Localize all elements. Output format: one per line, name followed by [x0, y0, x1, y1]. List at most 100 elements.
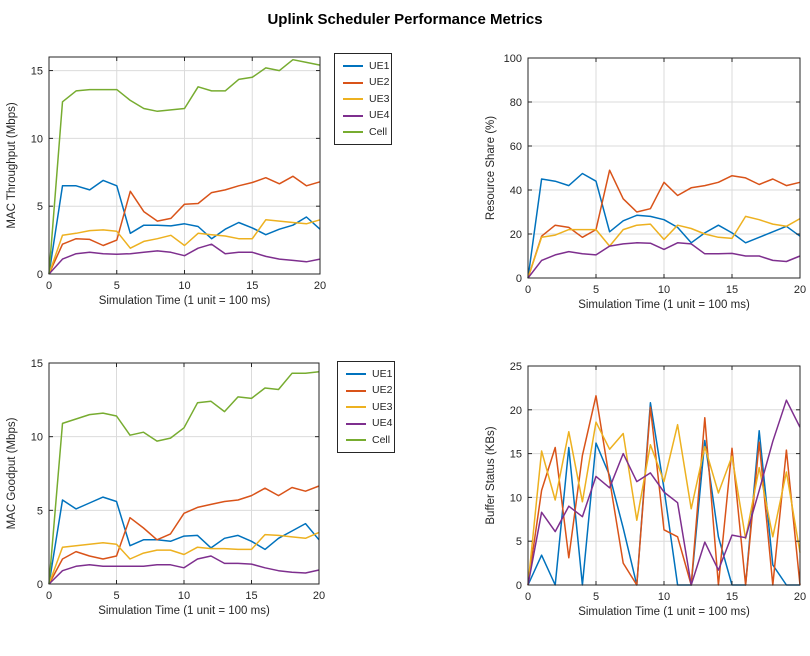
- plot-mac-throughput: 0 5 10 15 20 0 5 10 15 Simulation Time (1 unit = …: [6, 56, 326, 307]
- y-tick-label: 20: [510, 229, 522, 241]
- legend-entry-ue4: UE4: [346, 416, 392, 431]
- legend-line-swatch-ue3: [343, 98, 363, 100]
- y-axis-label: Buffer Status (KBs): [485, 426, 497, 524]
- series-line-ue4: [527, 399, 801, 586]
- y-tick-label: 60: [510, 141, 522, 153]
- legend-line-swatch-ue2: [346, 389, 366, 392]
- x-tick-label: 10: [658, 591, 670, 603]
- legend-goodput: UE1 UE2 UE3 UE4 Cell: [337, 361, 395, 453]
- legend-entry-ue2: UE2: [346, 383, 392, 398]
- x-tick-label: 10: [178, 590, 190, 602]
- series-line-ue3: [527, 421, 801, 586]
- y-tick-label: 10: [510, 492, 522, 504]
- series-line-ue4: [48, 243, 321, 275]
- series-line-ue4: [48, 555, 320, 585]
- y-tick-label: 0: [37, 269, 43, 281]
- plot-resource-share: 0 5 10 15 20 0 20 40 60 80 100 Simulation Time (1 u…: [485, 53, 806, 311]
- x-tick-label: 15: [726, 284, 738, 296]
- y-tick-label: 0: [516, 273, 522, 285]
- x-axis-label: Simulation Time (1 unit = 100 ms): [98, 605, 270, 617]
- legend-entry-ue3: UE3: [346, 400, 392, 415]
- x-axis-label: Simulation Time (1 unit = 100 ms): [578, 299, 750, 311]
- legend-entry-cell: Cell: [346, 433, 392, 448]
- legend-entry-ue3: UE3: [343, 92, 389, 107]
- legend-line-swatch-ue2: [343, 81, 363, 84]
- y-tick-label: 5: [37, 505, 43, 517]
- x-tick-label: 15: [245, 590, 257, 602]
- legend-line-swatch-ue4: [346, 422, 366, 425]
- legend-line-swatch-ue3: [346, 406, 366, 408]
- legend-line-swatch-ue4: [343, 114, 363, 117]
- series-line-ue1: [527, 172, 801, 279]
- x-tick-label: 15: [726, 591, 738, 603]
- x-axis-label: Simulation Time (1 unit = 100 ms): [578, 606, 750, 618]
- x-tick-label: 20: [314, 280, 326, 292]
- x-tick-label: 0: [46, 590, 52, 602]
- y-tick-label: 5: [37, 201, 43, 213]
- y-tick-label: 0: [37, 579, 43, 591]
- legend-entry-label: UE3: [372, 400, 393, 413]
- x-tick-label: 0: [46, 280, 52, 292]
- series-line-ue1: [48, 179, 321, 275]
- plot-buffer-status: 0 5 10 15 20 0 5 10 15 20 25 Simulation Time (1 uni…: [485, 361, 806, 618]
- y-tick-label: 15: [31, 66, 43, 78]
- legend-entry-label: UE2: [369, 76, 390, 89]
- x-tick-label: 10: [658, 284, 670, 296]
- legend-entry-label: UE4: [369, 109, 390, 122]
- x-tick-label: 0: [525, 591, 531, 603]
- x-tick-label: 5: [593, 284, 599, 296]
- legend-entry-cell: Cell: [343, 125, 389, 140]
- legend-entry-label: UE1: [369, 59, 390, 72]
- x-tick-label: 15: [246, 280, 258, 292]
- legend-throughput: UE1 UE2 UE3 UE4 Cell: [334, 53, 392, 145]
- figure-title: Uplink Scheduler Performance Metrics: [267, 11, 543, 28]
- legend-entry-ue4: UE4: [343, 108, 389, 123]
- x-tick-label: 0: [525, 284, 531, 296]
- x-tick-label: 5: [113, 590, 119, 602]
- y-tick-label: 10: [31, 432, 43, 444]
- x-tick-label: 5: [593, 591, 599, 603]
- y-tick-label: 15: [31, 358, 43, 370]
- y-axis-label: Resource Share (%): [485, 116, 497, 220]
- y-tick-label: 100: [504, 53, 522, 65]
- series-line-ue3: [48, 531, 320, 585]
- legend-entry-label: Cell: [372, 433, 391, 446]
- legend-entry-ue1: UE1: [343, 59, 389, 74]
- legend-entry-ue1: UE1: [346, 367, 392, 382]
- legend-entry-label: UE2: [372, 384, 393, 397]
- series-line-ue3: [527, 215, 801, 279]
- y-axis-label: MAC Throughput (Mbps): [6, 102, 18, 229]
- series-line-cell: [48, 371, 320, 585]
- y-tick-label: 5: [516, 536, 522, 548]
- legend-line-swatch-ue1: [343, 65, 363, 67]
- x-tick-label: 20: [794, 284, 806, 296]
- y-axis-label: MAC Goodput (Mbps): [6, 417, 18, 529]
- series-line-cell: [48, 58, 321, 275]
- y-tick-label: 20: [510, 405, 522, 417]
- series-line-ue2: [527, 169, 801, 279]
- legend-line-swatch-ue1: [346, 373, 366, 375]
- series-line-ue4: [527, 242, 801, 279]
- legend-entry-label: UE4: [372, 417, 393, 430]
- legend-entry-ue2: UE2: [343, 75, 389, 90]
- y-tick-label: 25: [510, 361, 522, 373]
- x-tick-label: 10: [178, 280, 190, 292]
- legend-entry-label: Cell: [369, 125, 388, 138]
- series-line-ue2: [48, 485, 320, 585]
- legend-line-swatch-cell: [343, 131, 363, 133]
- y-tick-label: 40: [510, 185, 522, 197]
- x-tick-label: 5: [114, 280, 120, 292]
- y-tick-label: 10: [31, 133, 43, 145]
- x-axis-label: Simulation Time (1 unit = 100 ms): [99, 295, 271, 307]
- y-tick-label: 15: [510, 449, 522, 461]
- series-line-ue1: [48, 496, 320, 585]
- legend-entry-label: UE3: [369, 92, 390, 105]
- legend-line-swatch-cell: [346, 439, 366, 441]
- series-line-ue2: [48, 175, 321, 275]
- x-tick-label: 20: [794, 591, 806, 603]
- legend-entry-label: UE1: [372, 367, 393, 380]
- y-tick-label: 80: [510, 97, 522, 109]
- plot-mac-goodput: 0 5 10 15 20 0 5 10 15 Simulation Time (1 unit = …: [6, 358, 325, 617]
